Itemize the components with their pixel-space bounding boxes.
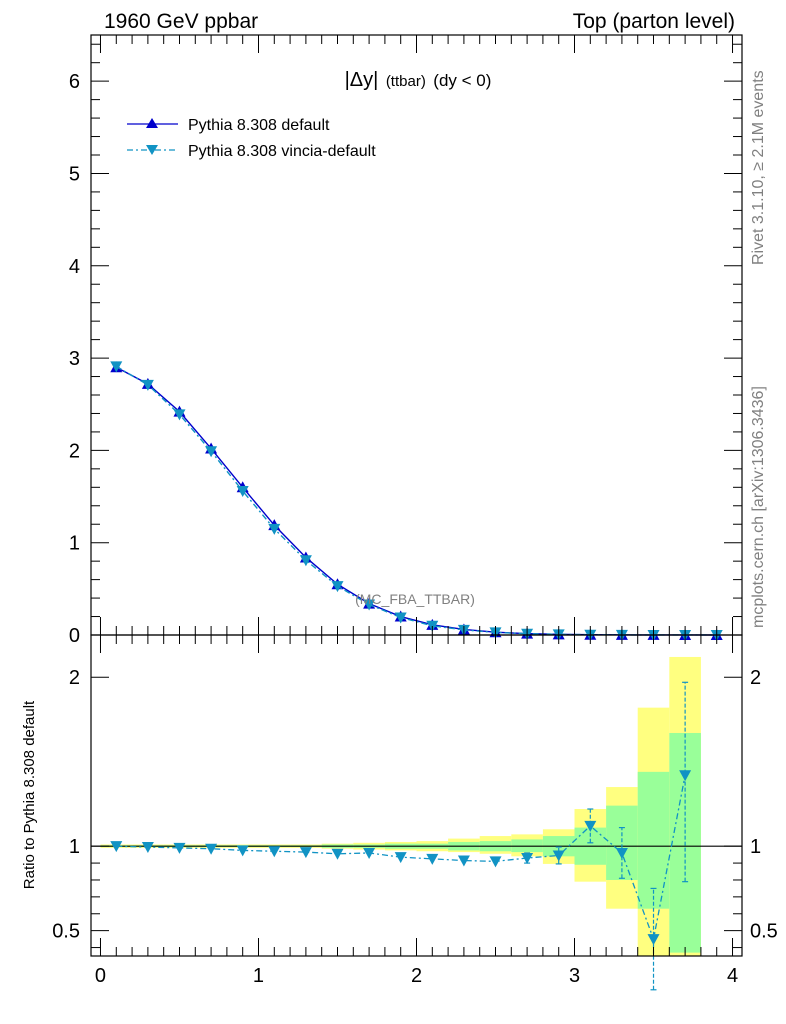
ratio-y-axis-label: Ratio to Pythia 8.308 default — [21, 700, 38, 889]
ratio-data-point — [110, 841, 123, 853]
data-point-vincia — [268, 523, 281, 535]
legend-marker-triangle-up-icon — [146, 118, 158, 128]
ratio-y-tick-label-right: 1 — [750, 836, 761, 858]
ratio-data-point — [394, 852, 407, 864]
ratio-plot-y-tick-labels: 0.5 0.5 1 1 2 2 — [52, 667, 778, 942]
y-tick-label: 2 — [69, 440, 80, 462]
y-tick-label: 6 — [69, 71, 80, 93]
data-point-vincia — [363, 599, 376, 611]
ratio-data-point — [299, 847, 312, 859]
data-point-vincia — [205, 446, 218, 458]
data-point-vincia — [173, 409, 186, 421]
legend-marker-triangle-down-icon — [146, 145, 158, 155]
ratio-data-point — [426, 853, 439, 865]
ratio-data-point — [647, 934, 660, 946]
y-tick-label: 3 — [69, 348, 80, 370]
x-tick-label: 0 — [95, 965, 106, 987]
ratio-y-tick-label: 0.5 — [52, 921, 80, 943]
mcplots-label: mcplots.cern.ch [arXiv:1306.3436] — [750, 386, 767, 628]
ratio-y-tick-label-right: 0.5 — [750, 921, 778, 943]
header-left-label: 1960 GeV ppbar — [104, 10, 258, 33]
x-tick-label: 3 — [569, 965, 580, 987]
legend-label-vincia: Pythia 8.308 vincia-default — [188, 143, 376, 160]
y-tick-label: 4 — [69, 256, 80, 278]
x-tick-labels: 0 1 2 3 4 — [95, 965, 738, 987]
ratio-data-point — [552, 850, 565, 862]
legend-label-default: Pythia 8.308 default — [188, 117, 330, 134]
data-point-vincia — [299, 555, 312, 567]
ratio-y-tick-label-right: 2 — [750, 667, 761, 689]
ratio-plot-series — [110, 681, 692, 991]
y-tick-label: 1 — [69, 533, 80, 555]
legend: Pythia 8.308 default Pythia 8.308 vincia… — [127, 117, 376, 160]
y-tick-label: 5 — [69, 163, 80, 185]
plot-title: |Δy| (ttbar) (dy < 0) — [345, 69, 492, 91]
data-point-vincia — [236, 486, 249, 497]
main-plot-y-tick-labels: 0 1 2 3 4 5 6 — [69, 71, 80, 647]
green-band-bin — [606, 805, 638, 880]
ratio-plot-panel: 0.5 0.5 1 1 2 2 0 1 2 3 4 Ratio to Pythia 8.308 d… — [21, 634, 778, 991]
ratio-data-point — [489, 856, 502, 868]
main-plot-panel: 0 1 2 3 4 5 6 (MC_FBA_TTBAR) |Δy| (ttbar) (dy … — [69, 34, 743, 647]
plot-title-sub: (ttbar) — [386, 73, 426, 90]
ratio-data-point — [457, 855, 470, 867]
rivet-version-label: Rivet 3.1.10, ≥ 2.1M events — [750, 70, 767, 265]
ratio-plot-ticks — [91, 635, 742, 956]
analysis-watermark: (MC_FBA_TTBAR) — [355, 591, 475, 607]
ratio-uncertainty-bands — [100, 656, 701, 956]
ratio-y-tick-label: 1 — [69, 836, 80, 858]
data-point-vincia — [331, 581, 344, 593]
x-tick-label: 2 — [411, 965, 422, 987]
header-right-label: Top (parton level) — [573, 10, 735, 33]
x-tick-label: 4 — [727, 965, 738, 987]
ratio-data-point — [236, 845, 249, 857]
plot-title-cond: (dy < 0) — [433, 71, 491, 90]
y-tick-label: 0 — [69, 625, 80, 647]
data-point-vincia — [394, 612, 407, 624]
ratio-data-point — [331, 848, 344, 860]
plot-title-main: |Δy| — [345, 69, 379, 91]
ratio-data-point — [268, 846, 281, 858]
ratio-data-point — [584, 820, 597, 832]
ratio-data-point — [363, 847, 376, 859]
ratio-data-point — [615, 847, 628, 859]
ratio-data-point — [521, 853, 534, 865]
ratio-y-tick-label: 2 — [69, 667, 80, 689]
data-point-vincia — [141, 379, 154, 391]
x-tick-label: 1 — [253, 965, 264, 987]
ratio-data-point — [205, 843, 218, 855]
main-plot-ticks — [91, 35, 742, 636]
ratio-data-point — [141, 842, 154, 854]
ratio-data-point — [679, 770, 692, 782]
data-point-vincia — [110, 361, 123, 373]
ratio-data-point — [173, 842, 186, 854]
